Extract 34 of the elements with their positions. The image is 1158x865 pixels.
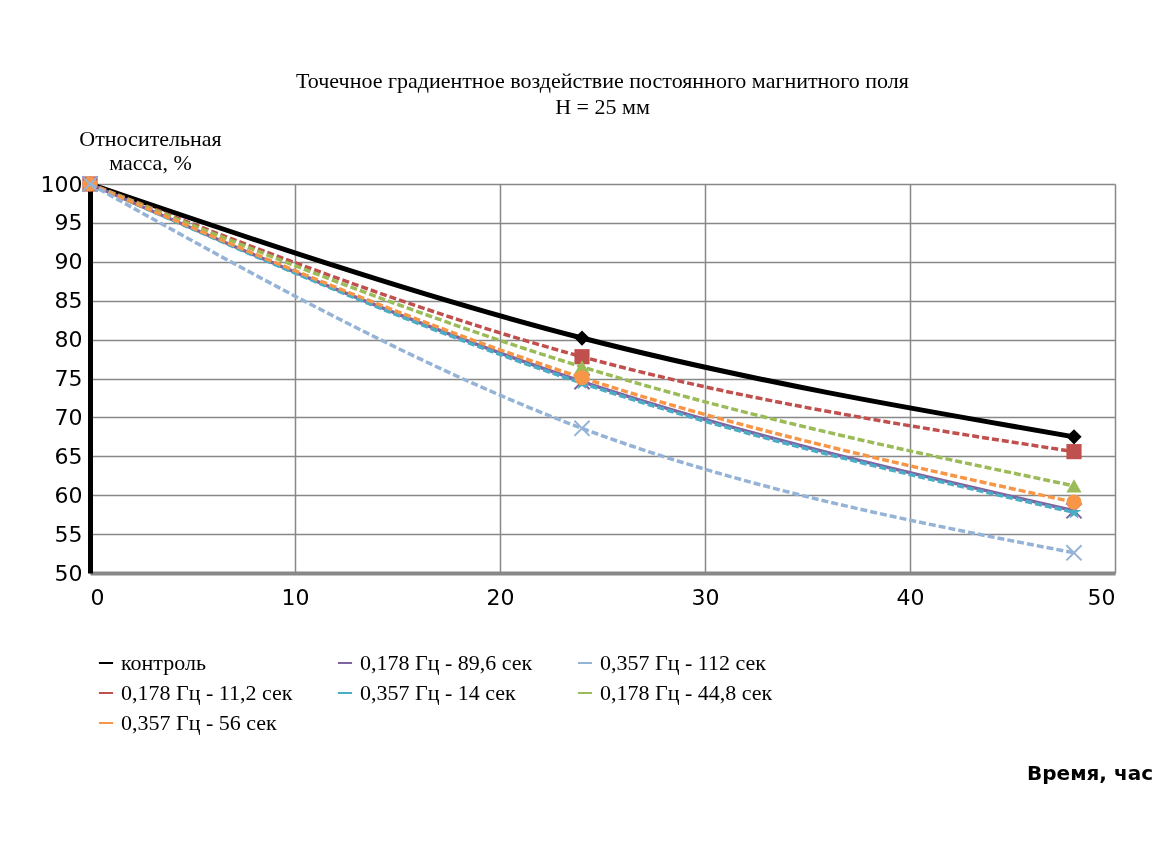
legend-label: 0,357 Гц - 14 сек <box>360 680 517 705</box>
point <box>1066 444 1082 460</box>
point <box>574 349 590 365</box>
point <box>1066 479 1082 493</box>
x-tick-label: 50 <box>1087 584 1116 610</box>
point <box>574 330 590 346</box>
y-tick-label: 55 <box>54 521 83 547</box>
legend-label: 0,178 Гц - 11,2 сек <box>121 680 293 705</box>
x-tick-label: 10 <box>281 584 310 610</box>
legend-label: 0,178 Гц - 89,6 сек <box>360 650 533 675</box>
point <box>1065 544 1083 562</box>
legend-label: контроль <box>121 650 206 675</box>
y-tick-label: 80 <box>54 327 83 353</box>
legend-label: 0,357 Гц - 112 сек <box>600 650 767 675</box>
point <box>1066 429 1082 445</box>
chart-title: Точечное градиентное воздействие постоянного магнитного поля <box>296 68 909 93</box>
y-tick-label: 75 <box>54 366 83 391</box>
y-tick-label: 65 <box>54 443 83 469</box>
y-tick-label: 85 <box>54 288 83 314</box>
x-tick-label: 30 <box>691 584 720 610</box>
legend-label: 0,178 Гц - 44,8 сек <box>600 680 773 705</box>
point <box>573 419 591 437</box>
y-tick-label: 60 <box>54 482 83 508</box>
text: Время, час <box>1027 761 1153 785</box>
y-tick-label: 95 <box>54 210 83 236</box>
y-tick-label: 70 <box>54 404 83 430</box>
legend-label: 0,357 Гц - 56 сек <box>121 710 278 735</box>
x-tick-label: 20 <box>486 584 515 610</box>
x-tick-label: 0 <box>90 584 105 610</box>
y-tick-label: 50 <box>54 560 83 586</box>
x-tick-label: 40 <box>896 584 925 610</box>
y-tick-label: 90 <box>54 249 83 275</box>
chart-subtitle: H = 25 мм <box>555 94 650 119</box>
point <box>1066 494 1082 510</box>
